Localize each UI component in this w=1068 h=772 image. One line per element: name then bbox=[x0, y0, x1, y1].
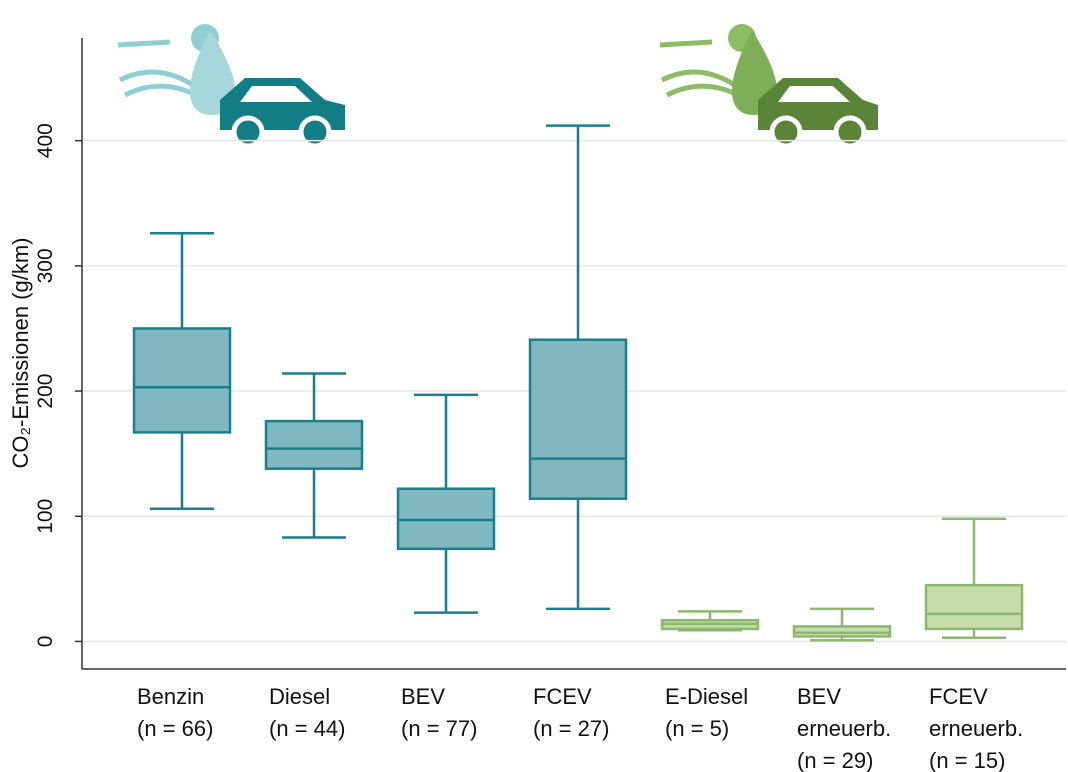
box bbox=[132, 327, 232, 434]
x-tick-label: BEV (n = 77) bbox=[401, 684, 477, 741]
x-tick-label: BEV erneuerb. (n = 29) bbox=[797, 684, 891, 772]
y-tick-label: 100 bbox=[34, 499, 57, 534]
y-tick-label: 400 bbox=[34, 123, 57, 158]
y-tick-label: 200 bbox=[34, 374, 57, 409]
box bbox=[924, 583, 1024, 631]
x-tick-label: FCEV (n = 27) bbox=[533, 684, 609, 741]
icon-renewable bbox=[659, 24, 878, 149]
icon-conventional bbox=[117, 24, 345, 149]
x-tick-label: FCEV erneuerb. (n = 15) bbox=[929, 684, 1023, 772]
y-tick-label: 300 bbox=[34, 248, 57, 283]
box bbox=[792, 625, 892, 638]
x-tick-label: E-Diesel (n = 5) bbox=[665, 684, 748, 741]
box bbox=[264, 419, 364, 470]
box bbox=[396, 487, 496, 551]
x-tick-label: Benzin (n = 66) bbox=[137, 684, 213, 741]
y-tick-label: 0 bbox=[34, 636, 57, 648]
box bbox=[528, 338, 628, 500]
y-axis-label: CO₂-Emissionen (g/km) bbox=[8, 237, 33, 468]
x-tick-label: Diesel (n = 44) bbox=[269, 684, 345, 741]
